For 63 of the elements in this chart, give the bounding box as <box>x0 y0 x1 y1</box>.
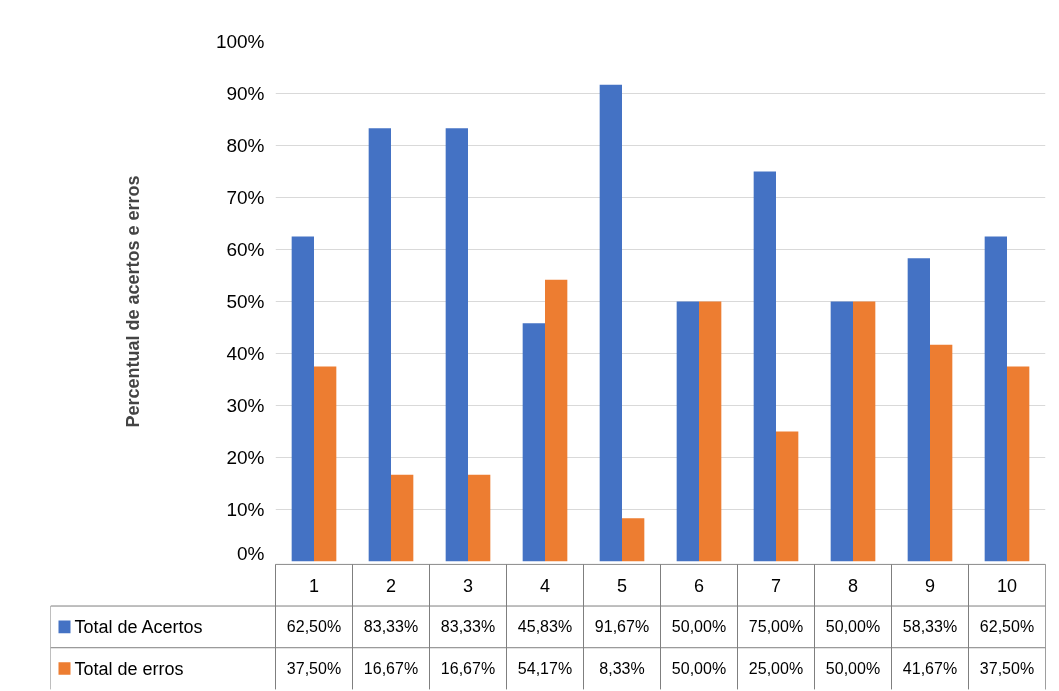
y-tick-label: 70% <box>226 187 265 208</box>
bar <box>445 128 468 562</box>
data-label: 91,67% <box>594 618 650 636</box>
bar <box>984 236 1007 562</box>
bar <box>830 301 853 562</box>
data-label: 25,00% <box>748 660 804 678</box>
data-label: 16,67% <box>440 660 496 678</box>
legend-label: Total de Acertos <box>74 616 203 637</box>
data-label: 8,33% <box>599 660 645 678</box>
x-tick-label: 10 <box>996 575 1018 596</box>
data-label: 50,00% <box>671 618 727 636</box>
data-label: 62,50% <box>979 618 1035 636</box>
y-tick-label: 10% <box>226 499 265 520</box>
data-label: 62,50% <box>286 618 342 636</box>
bar <box>1007 366 1030 562</box>
data-label: 50,00% <box>825 618 881 636</box>
bar <box>314 366 337 562</box>
bar <box>291 236 314 562</box>
data-label: 50,00% <box>825 660 881 678</box>
bar <box>753 171 776 562</box>
data-label: 37,50% <box>286 660 342 678</box>
x-tick-label: 6 <box>693 575 705 596</box>
bar <box>622 518 645 562</box>
data-label: 16,67% <box>363 660 419 678</box>
y-axis-title: Percentual de acertos e erros <box>122 175 143 428</box>
data-label: 45,83% <box>517 618 573 636</box>
y-tick-label: 60% <box>226 239 265 260</box>
data-label: 41,67% <box>902 660 958 678</box>
data-label: 50,00% <box>671 660 727 678</box>
bar <box>676 301 699 562</box>
bar <box>853 301 876 562</box>
x-tick-label: 2 <box>385 575 397 596</box>
x-tick-label: 3 <box>462 575 474 596</box>
data-label: 58,33% <box>902 618 958 636</box>
bar <box>599 84 622 562</box>
legend-label: Total de erros <box>74 658 184 679</box>
x-tick-label: 8 <box>847 575 859 596</box>
data-label: 37,50% <box>979 660 1035 678</box>
x-tick-label: 7 <box>770 575 782 596</box>
data-label: 83,33% <box>363 618 419 636</box>
bar <box>776 431 799 562</box>
bar <box>468 474 491 562</box>
x-tick-label: 4 <box>539 575 551 596</box>
x-tick-label: 9 <box>924 575 936 596</box>
bar <box>930 344 953 562</box>
data-label: 83,33% <box>440 618 496 636</box>
y-tick-label: 90% <box>226 83 265 104</box>
data-label: 54,17% <box>517 660 573 678</box>
y-tick-label: 80% <box>226 135 265 156</box>
x-tick-label: 5 <box>616 575 628 596</box>
y-tick-label: 100% <box>215 31 265 52</box>
bar <box>522 323 545 562</box>
x-tick-label: 1 <box>308 575 320 596</box>
bar <box>368 128 391 562</box>
y-tick-label: 20% <box>226 447 265 468</box>
y-tick-label: 50% <box>226 291 265 312</box>
y-tick-label: 30% <box>226 395 265 416</box>
bar <box>699 301 722 562</box>
y-tick-label: 0% <box>237 542 265 564</box>
y-tick-label: 40% <box>226 343 265 364</box>
bar <box>545 279 568 562</box>
bar <box>391 474 414 562</box>
data-label: 75,00% <box>748 618 804 636</box>
